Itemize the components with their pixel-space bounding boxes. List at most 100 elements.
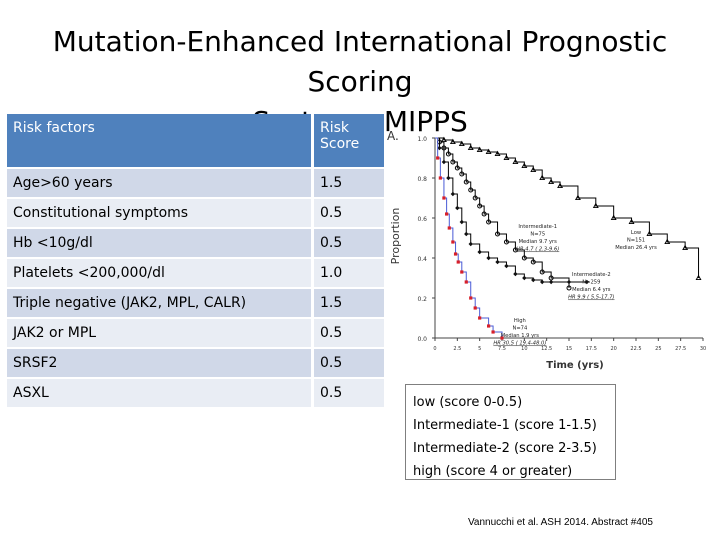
- data-point-intermediate-1: [495, 231, 501, 237]
- table-row: Triple negative (JAK2, MPL, CALR) 1.5: [7, 289, 384, 317]
- risk-score-cell: 0.5: [314, 319, 384, 347]
- data-point-low: [628, 218, 635, 225]
- panel-label: A.: [387, 129, 399, 143]
- data-point-low: [521, 162, 528, 169]
- data-point-low: [646, 230, 653, 237]
- table-header-row: Risk factors Risk Score: [7, 114, 384, 167]
- x-tick-label: 25: [655, 346, 661, 352]
- data-point-intermediate-2: [450, 191, 456, 197]
- x-axis-label: Time (yrs): [546, 360, 603, 371]
- data-point-low: [458, 140, 465, 147]
- x-tick-label: 7.5: [498, 346, 506, 352]
- x-tick-label: 12.5: [541, 346, 552, 352]
- legend-line-low: low (score 0-0.5): [413, 395, 523, 410]
- data-point-intermediate-1: [477, 203, 483, 209]
- data-point-high: [473, 306, 477, 310]
- data-point-high: [453, 252, 458, 256]
- series-line-intermediate-1: [435, 137, 570, 288]
- curve-annotation-text: N=151: [627, 238, 645, 244]
- curve-annotation-text: Intermediate-1: [518, 224, 557, 230]
- curve-annotation-text: Median 1.9 yrs: [501, 333, 540, 339]
- risk-score-cell: 1.5: [314, 289, 384, 317]
- table-row: SRSF2 0.5: [7, 349, 384, 377]
- data-point-low: [449, 138, 456, 145]
- curve-annotation-text: Median 6.4 yrs: [572, 287, 611, 293]
- risk-factor-cell: Triple negative (JAK2, MPL, CALR): [7, 289, 314, 317]
- data-point-intermediate-1: [503, 239, 509, 245]
- y-tick-label: 0.6: [417, 216, 427, 223]
- data-point-intermediate-1: [486, 219, 492, 225]
- x-tick-label: 10: [521, 346, 527, 352]
- y-tick-label: 0.4: [417, 256, 427, 263]
- risk-score-cell: 0.5: [314, 349, 384, 377]
- data-point-high: [451, 240, 455, 244]
- data-point-high: [436, 156, 440, 160]
- slide-title: Mutation-Enhanced International Prognost…: [0, 22, 720, 142]
- risk-score-cell: 0.5: [314, 229, 384, 257]
- data-point-high: [438, 176, 442, 180]
- data-point-intermediate-1: [450, 159, 456, 165]
- x-tick-label: 0: [433, 346, 436, 352]
- data-point-intermediate-2: [468, 241, 473, 247]
- y-tick-label: 0.0: [417, 336, 427, 343]
- curve-annotation-text: Intermediate-2: [572, 272, 611, 278]
- header-risk-factors: Risk factors: [7, 114, 314, 167]
- table-row: Constitutional symptoms 0.5: [7, 199, 384, 227]
- curve-annotation-text: Median 26.4 yrs: [615, 245, 657, 251]
- data-point-high: [464, 280, 468, 284]
- data-point-high: [460, 270, 464, 274]
- table-row: Hb <10g/dl 0.5: [7, 229, 384, 257]
- data-point-intermediate-1: [463, 179, 469, 185]
- survival-curve-chart: A. Proportion Time (yrs) 0.0 0.2 0.4 0.6 0.8…: [387, 129, 706, 371]
- data-point-low: [695, 274, 702, 281]
- data-point-intermediate-2: [441, 159, 447, 165]
- data-point-intermediate-1: [539, 269, 545, 275]
- x-tick-label: 17.5: [586, 346, 597, 352]
- data-point-low: [530, 166, 537, 173]
- data-point-low: [592, 202, 599, 209]
- x-tick-label: 27.5: [675, 346, 686, 352]
- data-point-intermediate-2: [464, 231, 469, 237]
- risk-score-cell: 0.5: [314, 379, 384, 407]
- risk-factor-cell: JAK2 or MPL: [7, 319, 314, 347]
- y-tick-label: 0.2: [417, 296, 427, 303]
- data-point-intermediate-2: [531, 277, 536, 283]
- curve-annotation-text: HR 9.9 ( 5.5-17.7): [568, 295, 614, 301]
- data-point-high: [491, 330, 495, 334]
- data-point-intermediate-2: [566, 279, 572, 285]
- data-point-low: [539, 174, 546, 181]
- risk-factor-cell: Hb <10g/dl: [7, 229, 314, 257]
- data-point-intermediate-1: [445, 151, 451, 157]
- data-point-intermediate-2: [455, 205, 460, 211]
- data-point-intermediate-1: [566, 285, 572, 291]
- data-point-intermediate-2: [522, 275, 527, 281]
- risk-factors-table: Risk factors Risk Score Age>60 years 1.5 …: [7, 112, 384, 409]
- header-risk-score: Risk Score: [314, 114, 384, 167]
- y-tick-label: 0.8: [417, 176, 427, 183]
- table-row: JAK2 or MPL 0.5: [7, 319, 384, 347]
- curve-annotation-text: Low: [631, 230, 642, 236]
- risk-factor-cell: SRSF2: [7, 349, 314, 377]
- data-point-intermediate-2: [495, 259, 500, 265]
- risk-factor-cell: Platelets <200,000/dl: [7, 259, 314, 287]
- data-point-low: [682, 244, 689, 251]
- legend-line-high: high (score 4 or greater): [413, 464, 573, 479]
- risk-score-cell: 1.5: [314, 169, 384, 197]
- data-point-high: [447, 226, 451, 230]
- curve-annotation-text: N=74: [512, 326, 528, 332]
- risk-score-cell: 1.0: [314, 259, 384, 287]
- risk-factor-cell: ASXL: [7, 379, 314, 407]
- curve-annotation-text: N=75: [530, 232, 545, 238]
- slide-title-line-1: Mutation-Enhanced International Prognost…: [52, 25, 668, 98]
- x-tick-label: 2.5: [453, 346, 461, 352]
- x-tick-label: 20: [610, 346, 616, 352]
- x-tick-label: 5: [478, 346, 481, 352]
- series-line-low: [435, 137, 700, 278]
- data-point-high: [487, 324, 491, 328]
- curve-annotation-text: Median 9.7 yrs: [519, 239, 558, 245]
- score-legend-box: low (score 0-0.5) Intermediate-1 (score …: [405, 384, 616, 480]
- risk-score-cell: 0.5: [314, 199, 384, 227]
- x-tick-label: 22.5: [630, 346, 641, 352]
- data-point-intermediate-2: [446, 175, 451, 181]
- curve-annotation-text: N=259: [582, 280, 600, 286]
